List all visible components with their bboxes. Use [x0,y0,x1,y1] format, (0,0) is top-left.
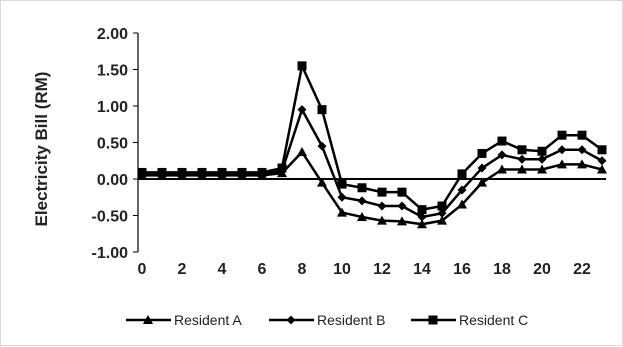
data-point [497,136,507,146]
y-tick-labels: 2.00 1.50 1.00 0.50 0.00 -0.50 -1.00 [92,26,129,262]
y-tick-label: 0.50 [97,136,128,153]
data-point [537,164,547,174]
data-point [517,164,527,174]
y-axis-title: Electricity Bill (RM) [32,72,51,227]
data-point [217,167,227,177]
data-point [397,216,407,226]
x-tick-labels: 0 2 4 6 8 10 12 14 16 18 20 22 [138,261,591,278]
series-resident-c [137,61,607,215]
y-tick-label: 1.50 [97,63,128,80]
legend-marker [428,315,438,325]
x-tick-label: 12 [373,261,391,278]
data-point [377,215,387,225]
data-point [417,205,427,215]
data-point [357,183,367,193]
series-line [142,150,603,226]
data-point [557,145,567,155]
series-line [142,64,603,211]
data-point [437,215,447,225]
data-point [317,105,327,115]
legend-item: Resident A [126,312,242,328]
x-tick-label: 6 [258,261,267,278]
data-point [597,164,607,174]
x-tick-label: 14 [413,261,431,278]
data-point [557,159,567,169]
data-point [477,163,487,173]
x-tick-label: 10 [333,261,351,278]
data-point [477,177,487,187]
legend-item: Resident C [411,312,528,328]
data-point [237,167,247,177]
data-point [317,177,327,187]
data-point [597,156,607,166]
data-point [437,201,447,211]
y-tick-label: 2.00 [97,26,128,43]
x-tick-label: 0 [138,261,147,278]
x-tick-label: 8 [298,261,307,278]
y-tick-label: -1.00 [92,245,129,262]
legend-label: Resident A [174,312,242,328]
data-point [357,196,367,206]
legend: Resident A Resident B Resident C [126,312,528,328]
x-tick-label: 18 [493,261,511,278]
legend-marker [143,315,153,324]
data-point [337,192,347,202]
data-point [417,219,427,229]
data-point [497,150,507,160]
y-tick-label: 0.00 [97,172,128,189]
data-point [397,187,407,197]
data-point [297,105,307,115]
data-point [577,145,587,155]
data-point [457,199,467,209]
data-point [477,148,487,158]
data-point [397,201,407,211]
data-point [537,146,547,156]
data-point [377,187,387,197]
series-resident-b [137,105,607,222]
series-line [142,108,603,219]
data-point [457,185,467,195]
x-tick-label: 16 [453,261,471,278]
axes [133,32,606,253]
data-point [577,130,587,140]
data-point [337,207,347,217]
x-tick-label: 2 [178,261,187,278]
data-point [137,167,147,177]
series-layer [137,61,607,229]
data-point [417,212,427,222]
data-point [577,159,587,169]
data-point [457,169,467,179]
data-point [557,130,567,140]
x-tick-label: 4 [218,261,227,278]
data-point [337,179,347,189]
data-point [437,208,447,218]
data-point [497,164,507,174]
data-point [357,211,367,221]
data-point [197,167,207,177]
data-point [177,167,187,177]
data-point [257,167,267,177]
legend-item: Resident B [269,312,385,328]
legend-label: Resident C [459,312,528,328]
legend-label: Resident B [317,312,385,328]
x-tick-label: 20 [533,261,551,278]
legend-marker [286,315,296,325]
data-point [537,154,547,164]
data-point [517,145,527,155]
data-point [377,201,387,211]
data-point [297,61,307,71]
data-point [277,163,287,173]
data-point [517,154,527,164]
x-tick-label: 22 [573,261,591,278]
data-point [317,141,327,151]
data-point [297,146,307,156]
data-point [597,145,607,155]
data-point [157,167,167,177]
y-tick-label: 1.00 [97,99,128,116]
y-tick-label: -0.50 [92,209,129,226]
